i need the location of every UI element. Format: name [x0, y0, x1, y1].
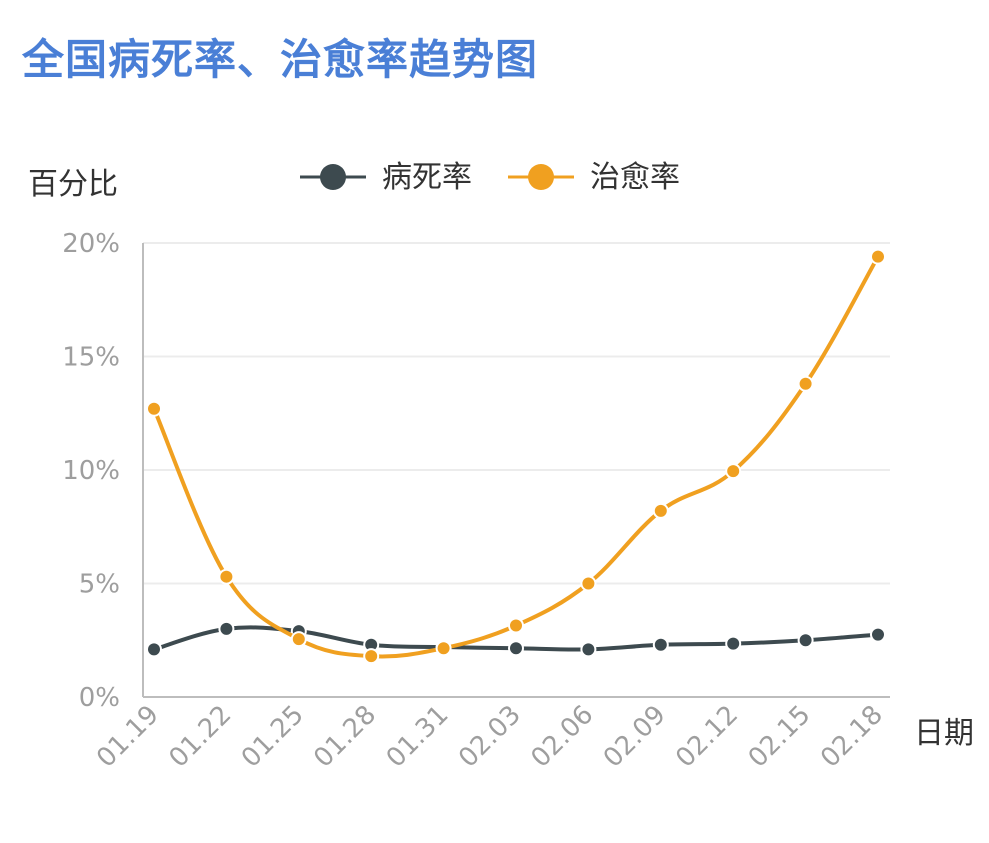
- data-point-mortality: [146, 641, 162, 658]
- chart-title: 全国病死率、治愈率趋势图: [22, 35, 539, 84]
- legend-marker: [528, 164, 554, 190]
- data-point-mortality: [580, 641, 597, 658]
- data-point-recovery: [363, 648, 380, 665]
- legend-item-mortality[interactable]: 病死率: [300, 160, 472, 195]
- x-tick-label: 02.18: [815, 700, 889, 774]
- data-point-mortality: [797, 632, 814, 649]
- legend-item-recovery[interactable]: 治愈率: [508, 160, 680, 195]
- grid-layer: [143, 242, 890, 585]
- legend-label: 病死率: [382, 160, 472, 195]
- x-tick-label: 02.15: [743, 700, 817, 774]
- series-layer: [146, 248, 886, 665]
- data-point-recovery: [797, 375, 814, 392]
- data-point-mortality: [508, 640, 524, 657]
- data-point-recovery: [652, 502, 669, 519]
- data-point-recovery: [435, 640, 452, 657]
- series-line-recovery: [152, 254, 880, 659]
- y-tick-label: 20%: [62, 229, 120, 259]
- x-tick-label: 02.03: [453, 700, 527, 774]
- legend-label: 治愈率: [590, 160, 680, 195]
- x-tick-label: 02.09: [598, 700, 672, 774]
- x-tick-label: 01.22: [164, 700, 238, 774]
- x-axis-label: 日期: [914, 716, 974, 751]
- data-point-mortality: [725, 635, 742, 652]
- x-tick-label: 01.25: [236, 700, 310, 774]
- y-tick-label: 10%: [62, 456, 120, 486]
- data-point-recovery: [725, 463, 742, 480]
- data-point-recovery: [508, 617, 524, 634]
- x-tick-label: 01.31: [381, 700, 455, 774]
- y-tick-label: 0%: [79, 683, 120, 713]
- data-point-mortality: [870, 626, 886, 643]
- data-point-mortality: [652, 636, 669, 653]
- x-tick-label: 02.12: [670, 700, 744, 774]
- legend[interactable]: 病死率 治愈率: [300, 160, 680, 195]
- data-point-recovery: [290, 631, 307, 648]
- data-point-mortality: [218, 620, 235, 637]
- x-tick-label: 01.28: [308, 700, 382, 774]
- x-tick-label: 02.06: [526, 700, 600, 774]
- data-point-recovery: [218, 568, 235, 585]
- data-point-recovery: [146, 400, 162, 417]
- data-point-recovery: [580, 575, 597, 592]
- data-point-recovery: [870, 248, 886, 265]
- y-axis-label: 百分比: [28, 167, 118, 202]
- y-tick-label: 5%: [79, 570, 120, 600]
- y-tick-label: 15%: [62, 343, 120, 373]
- legend-marker: [320, 164, 346, 190]
